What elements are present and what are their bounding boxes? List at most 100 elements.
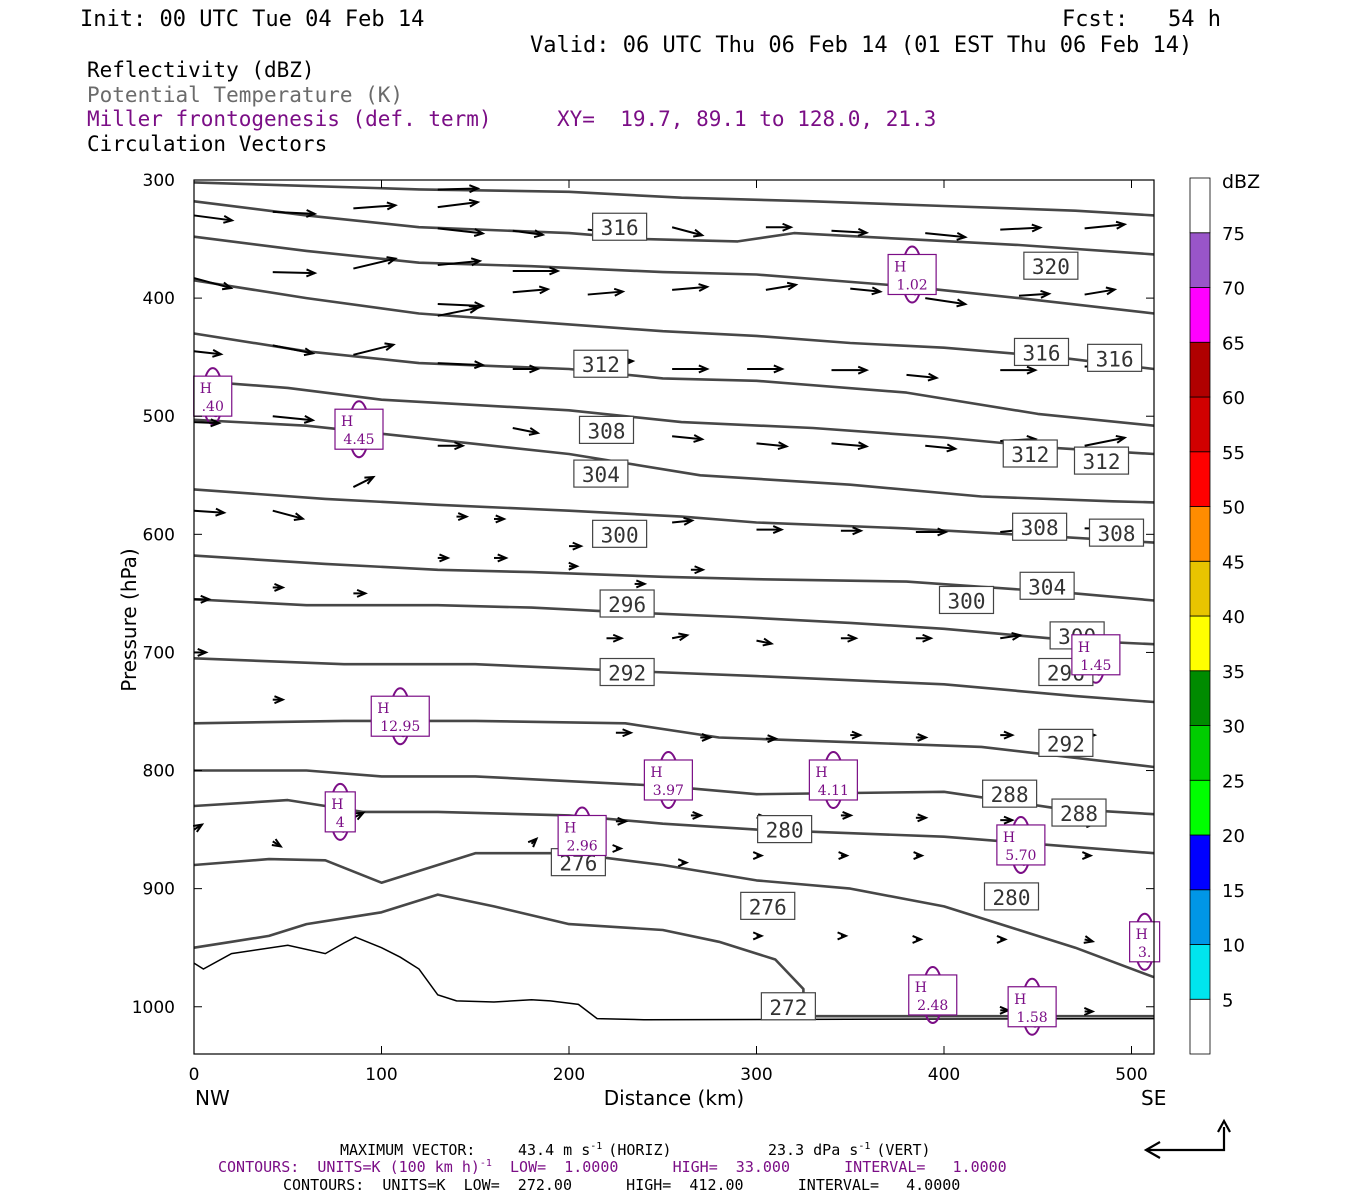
circulation-vector-head: [871, 286, 883, 296]
theta-label-box: [983, 882, 1040, 911]
terrain-layer: [193, 936, 1155, 1021]
footer: MAXIMUM VECTOR: 43.4 m s-1 (HORIZ) 23.3 d…: [218, 1118, 1231, 1194]
theta-label-box: [1013, 337, 1070, 367]
colorbar-label: 70: [1222, 279, 1245, 300]
theta-contour-292: [193, 719, 1155, 769]
theta-label: 312: [1011, 443, 1049, 467]
circulation-vector-head: [767, 734, 779, 744]
colorbar-swatch: [1189, 998, 1211, 1055]
circulation-vector-head: [306, 268, 318, 278]
circulation-vector-head: [617, 816, 629, 826]
circulation-vector: [437, 306, 478, 317]
theta-label-box: [1087, 343, 1143, 372]
circulation-vector-head: [613, 287, 626, 297]
fronto-contour-exponent: -1: [480, 1158, 492, 1169]
theta-label-box: [1038, 728, 1094, 757]
theta-label: 272: [769, 996, 807, 1020]
circulation-vector-head: [538, 285, 551, 295]
frontogenesis-max-marker: H: [1003, 830, 1015, 846]
circulation-vector-head: [772, 525, 785, 535]
colorbar-swatch: [1189, 287, 1211, 343]
plot-frame: [193, 179, 1155, 1055]
circulation-vector-head: [917, 813, 929, 823]
circulation-vector-head: [956, 298, 968, 308]
circulation-vector-head: [354, 811, 366, 821]
frontogenesis-max-box: [324, 791, 356, 833]
frontogenesis-max-marker: H: [341, 414, 353, 430]
frontogenesis-max-value: 1.45: [1080, 658, 1111, 674]
plot-background: [194, 180, 1154, 1054]
colorbar-label: 35: [1222, 662, 1245, 683]
circulation-vector-head: [782, 222, 794, 232]
frontogenesis-max-box: [1071, 634, 1121, 676]
max-vector-horiz-tag: (HORIZ): [608, 1141, 671, 1159]
max-vector-horiz-value: 43.4 m s: [518, 1141, 590, 1159]
circulation-vector-head: [1115, 220, 1128, 230]
circulation-vector-head: [1115, 434, 1128, 444]
header: Init: 00 UTC Tue 04 Feb 14 Fcst: 54 h Va…: [80, 7, 1221, 58]
legend-reflectivity: Reflectivity (dBZ): [87, 58, 315, 82]
frontogenesis-max-marker: H: [1078, 640, 1090, 656]
circulation-vector-head: [683, 516, 695, 526]
circulation-vector-head: [1040, 289, 1052, 299]
circulation-vector-head: [773, 364, 785, 374]
axes: 300 400 500 600 700 800 900 1000 0 100 200 300 400 5…: [117, 171, 1166, 1110]
theta-label: 304: [582, 463, 620, 487]
circulation-vector-head: [470, 257, 483, 267]
circulation-vector: [1018, 292, 1050, 297]
frontogenesis-max-box: [334, 408, 384, 450]
theta-label: 312: [582, 353, 620, 377]
theta-label: 316: [1023, 341, 1061, 365]
circulation-vector-head: [527, 836, 539, 848]
circulation-vector: [353, 343, 394, 356]
fronto-contour-range: LOW= 1.0000 HIGH= 33.000 INTERVAL= 1.000…: [492, 1158, 1007, 1176]
circulation-vector-head: [1081, 851, 1094, 861]
colorbar-swatch: [1189, 615, 1211, 672]
theta-contour-280: [193, 851, 1155, 979]
circulation-vector-head: [857, 227, 870, 237]
theta-label-box: [1023, 251, 1079, 280]
legend-potential-temperature: Potential Temperature (K): [87, 83, 403, 107]
circulation-vector-head: [622, 728, 634, 738]
colorbar-swatch: [1189, 670, 1211, 726]
circulation-vector-head: [913, 851, 925, 861]
circulation-vector: [512, 427, 538, 435]
frontogenesis-max-box: [643, 759, 693, 801]
frontogenesis-max-box: [1007, 986, 1057, 1028]
circulation-vector-head: [693, 434, 705, 443]
theta-label-box: [760, 992, 816, 1021]
theta-label-box: [1019, 571, 1075, 600]
max-vector-vert-exponent: -1: [858, 1141, 870, 1152]
theta-label-box: [578, 415, 635, 444]
theta-label: 280: [766, 819, 804, 843]
colorbar-swatches: [1189, 177, 1211, 1055]
frontogenesis-contour-info: CONTOURS: UNITS=K (100 km h)-1 LOW= 1.00…: [218, 1158, 1007, 1176]
circulation-vector-head: [223, 215, 235, 224]
plot-area: 316 320 312 316 316 308 304 312 312 300 308 308 304 2…: [192, 179, 1161, 1055]
max-vector-vert-tag: (VERT): [876, 1141, 930, 1159]
theta-contour-328: [193, 235, 1155, 315]
theta-label: 292: [1047, 732, 1085, 756]
circulation-vector: [925, 444, 956, 450]
theta-label: 308: [588, 419, 626, 443]
circulation-vector: [1084, 288, 1115, 296]
theta-label: 308: [1021, 516, 1059, 540]
frontogenesis-max-box: [193, 375, 233, 417]
circulation-vector-head: [192, 823, 205, 833]
circulation-vector: [193, 509, 225, 514]
circulation-vector: [1084, 436, 1125, 447]
circulation-vector: [272, 210, 315, 215]
y-axis-label: Pressure (hPa): [117, 548, 141, 691]
y-tick-label: 700: [143, 643, 175, 663]
circulation-vector: [437, 303, 483, 308]
legend-circulation-vectors: Circulation Vectors: [87, 132, 327, 156]
y-tick-label: 900: [143, 880, 175, 900]
theta-label-box: [757, 814, 813, 844]
circulation-vector-head: [851, 730, 863, 740]
circulation-vector-head: [386, 256, 398, 265]
circulation-vector-head: [786, 281, 799, 291]
circulation-vector-head: [1031, 223, 1043, 233]
circulation-vector-head: [693, 228, 705, 238]
circulation-vector-head: [837, 931, 849, 941]
